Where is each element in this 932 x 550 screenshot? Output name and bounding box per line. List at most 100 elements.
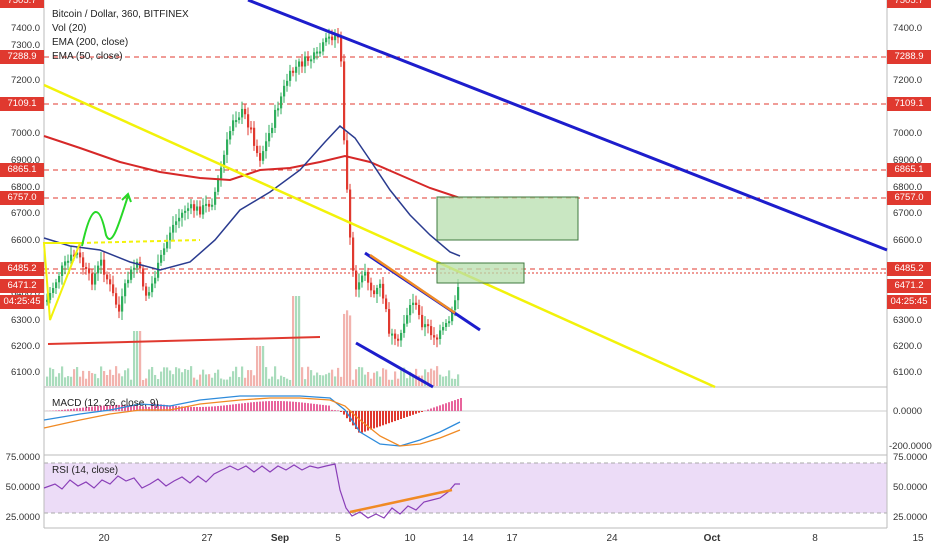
candle-body (238, 117, 241, 121)
macd-histogram-bar (406, 411, 408, 417)
volume-bar (349, 315, 352, 386)
volume-bar (58, 373, 61, 386)
macd-histogram-bar (181, 406, 183, 411)
volume-bar (259, 346, 262, 386)
volume-bar (409, 371, 412, 386)
candle-body (373, 290, 376, 295)
macd-histogram-bar (241, 403, 243, 411)
price-label-top-left: 7505.7 (0, 0, 44, 8)
macd-histogram-bar (91, 406, 93, 411)
volume-bar (418, 375, 421, 386)
macd-histogram-bar (88, 406, 90, 411)
candle-body (211, 204, 214, 207)
volume-bar (298, 296, 301, 386)
volume-bar (82, 370, 85, 386)
candle-body (154, 277, 157, 284)
tick-right: 6800.0 (893, 182, 923, 193)
macd-histogram-bar (184, 406, 186, 411)
volume-bar (163, 367, 166, 386)
candle-body (253, 127, 256, 146)
volume-bar (94, 373, 97, 386)
candle-body (295, 66, 298, 73)
volume-bar (376, 371, 379, 386)
volume-bar (394, 371, 397, 386)
legend-volume[interactable]: Vol (20) (52, 23, 87, 34)
candle-body (187, 208, 190, 211)
volume-bar (178, 368, 181, 386)
volume-bar (430, 368, 433, 386)
candle-body (427, 324, 430, 327)
candle-body (49, 293, 52, 300)
macd-title[interactable]: MACD (12, 26, close, 9) (52, 398, 159, 409)
tick-right: 6200.0 (893, 341, 923, 352)
tick-left: 6400.0 (10, 288, 40, 299)
volume-bar (100, 366, 103, 386)
macd-histogram-bar (421, 411, 423, 412)
volume-bars (46, 296, 460, 386)
candle-body (163, 248, 166, 255)
volume-bar (76, 367, 79, 386)
macd-histogram-bar (136, 405, 138, 411)
date-tick: 15 (912, 533, 924, 544)
candle-body (277, 108, 280, 111)
volume-bar (256, 346, 259, 386)
volume-bar (253, 375, 256, 386)
macd-histogram-bar (148, 406, 150, 411)
price-label-right: 6865.1 (887, 163, 931, 177)
tick-left: 6900.0 (10, 155, 40, 166)
volume-bar (157, 379, 160, 386)
volume-bar (268, 378, 271, 386)
volume-bar (316, 372, 319, 386)
volume-bar (337, 367, 340, 386)
candle-body (391, 333, 394, 336)
macd-histogram-bar (451, 401, 453, 411)
macd-histogram-bar (61, 409, 63, 411)
macd-histogram-bar (433, 407, 435, 411)
macd-histogram-bar (382, 411, 384, 426)
macd-histogram-bar (448, 402, 450, 411)
candle-body (319, 51, 322, 54)
candle-body (196, 206, 199, 211)
macd-histogram-bar (172, 405, 174, 411)
macd-histogram-bar (64, 409, 66, 411)
macd-histogram-bar (253, 402, 255, 411)
macd-histogram-bar (394, 411, 396, 422)
candle-body (346, 140, 349, 190)
candle-body (157, 262, 160, 278)
macd-histogram-bar (400, 411, 402, 419)
rsi-title[interactable]: RSI (14, close) (52, 465, 119, 476)
macd-histogram-bar (358, 411, 360, 433)
candle-body (313, 52, 316, 60)
legend-symbol[interactable]: Bitcoin / Dollar, 360, BITFINEX (52, 9, 189, 20)
macd-histogram-bar (244, 403, 246, 411)
candle-body (433, 335, 436, 338)
macd-histogram-bar (100, 405, 102, 411)
volume-bar (172, 374, 175, 386)
legend-ema-50[interactable]: EMA (50, close) (52, 51, 123, 62)
tick-left: 7300.0 (10, 40, 40, 51)
candle-body (190, 204, 193, 209)
macd-histogram-bar (295, 401, 297, 411)
volume-bar (331, 369, 334, 386)
date-tick: Sep (270, 533, 290, 544)
price-label-left: 6865.1 (0, 163, 44, 177)
volume-bar (52, 369, 55, 386)
volume-bar (70, 376, 73, 386)
volume-bar (373, 372, 376, 386)
candle-body (64, 261, 67, 266)
candle-body (217, 178, 220, 192)
macd-signal-line (43, 397, 461, 447)
candle-body (352, 237, 355, 271)
macd-histogram-bar (427, 409, 429, 411)
volume-bar (361, 367, 364, 386)
candle-body (172, 224, 175, 233)
candle-body (193, 204, 196, 211)
candle-body (457, 287, 460, 301)
macd-histogram-bar (139, 406, 141, 411)
legend-ema-200[interactable]: EMA (200, close) (52, 37, 129, 48)
rsi-tick: 50.0000 (5, 482, 40, 493)
volume-bar (304, 379, 307, 386)
macd-histogram-bar (286, 401, 288, 411)
volume-bar (343, 313, 346, 386)
